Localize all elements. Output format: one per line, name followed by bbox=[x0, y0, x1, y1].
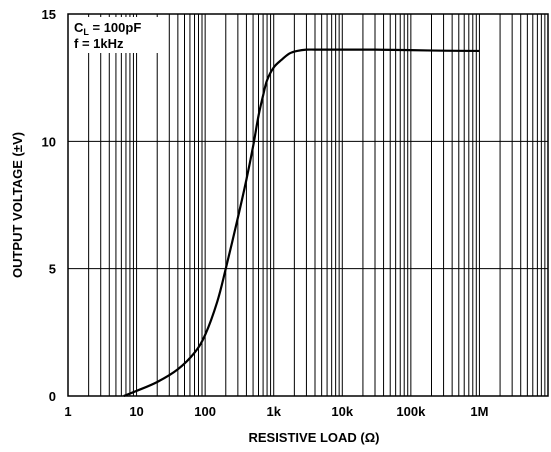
annotation-background bbox=[71, 17, 167, 53]
x-tick-label: 10k bbox=[331, 404, 353, 419]
series-line-0 bbox=[123, 48, 480, 398]
grid bbox=[68, 14, 548, 396]
y-axis-title: OUTPUT VOLTAGE (±V) bbox=[10, 132, 25, 278]
y-tick-label: 10 bbox=[42, 134, 56, 149]
y-tick-label: 15 bbox=[42, 7, 56, 22]
annotation-cl-value: = 100pF bbox=[89, 20, 141, 35]
x-tick-label: 1M bbox=[470, 404, 488, 419]
x-tick-label: 10 bbox=[129, 404, 143, 419]
x-tick-label: 100 bbox=[194, 404, 216, 419]
x-axis-title: RESISTIVE LOAD (Ω) bbox=[248, 430, 379, 445]
x-tick-label: 1 bbox=[64, 404, 71, 419]
series-group bbox=[123, 48, 480, 398]
y-tick-label: 5 bbox=[49, 262, 56, 277]
x-tick-label: 1k bbox=[266, 404, 281, 419]
annotation-cl-prefix: C bbox=[74, 20, 84, 35]
condition-annotation: CL = 100pF f = 1kHz bbox=[71, 17, 167, 53]
y-tick-labels: 0 5 10 15 bbox=[42, 7, 56, 404]
annotation-line-1: CL = 100pF bbox=[74, 20, 141, 37]
x-tick-label: 100k bbox=[396, 404, 426, 419]
y-tick-label: 0 bbox=[49, 389, 56, 404]
x-tick-labels: 1 10 100 1k 10k 100k 1M bbox=[64, 404, 488, 419]
annotation-cl-subscript: L bbox=[83, 27, 89, 37]
annotation-line-2: f = 1kHz bbox=[74, 36, 124, 51]
plot-frame bbox=[67, 13, 549, 397]
